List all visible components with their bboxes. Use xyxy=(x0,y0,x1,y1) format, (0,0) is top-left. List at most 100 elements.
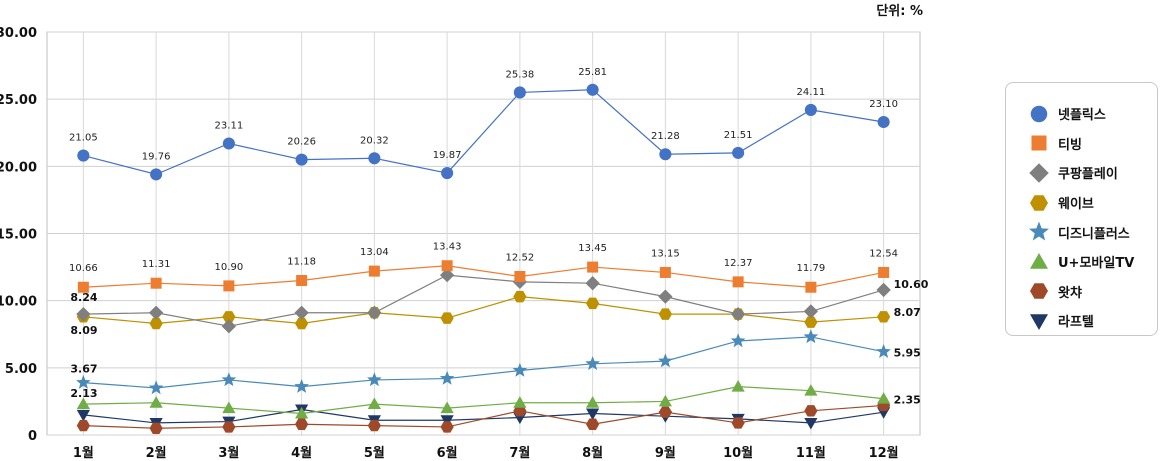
data-point xyxy=(732,276,744,288)
data-point xyxy=(149,422,163,434)
data-point xyxy=(805,281,817,293)
data-point xyxy=(585,276,600,291)
legend-label: 디즈니플러스 xyxy=(1058,226,1130,242)
x-tick-label: 1월 xyxy=(73,445,94,461)
data-point xyxy=(586,408,600,421)
legend-marker-icon xyxy=(1030,194,1048,211)
data-label: 21.51 xyxy=(724,130,753,141)
data-label: 20.26 xyxy=(287,137,316,148)
data-point xyxy=(148,305,164,320)
data-point xyxy=(149,317,163,330)
data-point xyxy=(440,421,454,433)
data-point xyxy=(513,396,527,408)
legend-marker-shape xyxy=(1029,222,1049,241)
y-tick-label: 10.00 xyxy=(0,295,37,310)
legend-item: 티빙 xyxy=(1028,129,1157,159)
data-label: 2.35 xyxy=(894,394,921,407)
legend-marker-shape xyxy=(1031,135,1047,151)
data-label: 13.43 xyxy=(433,242,462,253)
data-point xyxy=(367,397,381,410)
y-tick-label: 15.00 xyxy=(0,228,37,243)
data-point xyxy=(804,103,817,116)
data-label: 11.79 xyxy=(797,263,826,274)
data-point xyxy=(222,421,236,433)
y-tick-label: 30.00 xyxy=(0,26,37,41)
data-label: 25.38 xyxy=(506,69,535,80)
legend-marker-icon xyxy=(1030,283,1048,300)
data-label: 11.18 xyxy=(287,257,316,268)
legend-label: 라프텔 xyxy=(1058,315,1094,331)
legend-item: 웨이브 xyxy=(1028,188,1157,218)
legend-marker-shape xyxy=(1030,314,1048,330)
data-point xyxy=(876,344,891,358)
x-tick-label: 9월 xyxy=(655,445,676,461)
legend-marker-icon xyxy=(1030,105,1048,123)
data-point xyxy=(76,306,91,322)
data-point xyxy=(222,401,236,414)
legend-marker-shape xyxy=(1030,105,1048,123)
series-line xyxy=(83,336,884,389)
data-point xyxy=(658,289,673,304)
data-point xyxy=(296,275,308,287)
data-point xyxy=(222,137,235,150)
data-point xyxy=(586,396,600,408)
data-point xyxy=(658,353,673,368)
data-point xyxy=(585,356,600,371)
series-line xyxy=(83,274,884,327)
legend-marker-icon xyxy=(1030,314,1048,330)
data-label: 25.81 xyxy=(578,67,607,78)
data-label: 12.52 xyxy=(506,252,535,263)
data-point xyxy=(76,374,91,389)
legend-label: 쿠팡플레이 xyxy=(1058,167,1118,183)
data-label: 24.11 xyxy=(797,87,826,98)
data-point xyxy=(295,406,309,419)
data-point xyxy=(513,290,527,303)
data-point xyxy=(876,282,891,298)
data-point xyxy=(877,311,891,323)
data-point xyxy=(77,149,90,162)
data-point xyxy=(440,401,454,414)
chart-legend: 넷플릭스 티빙 쿠팡플레이 웨이브 디즈니플러스 U+모바일TV 왓챠 라프텔 xyxy=(1005,82,1158,336)
data-point xyxy=(586,297,600,310)
data-point xyxy=(294,378,309,393)
data-label: 10.60 xyxy=(894,278,929,291)
legend-label: 티빙 xyxy=(1058,137,1082,153)
data-point xyxy=(294,305,309,320)
data-point xyxy=(804,417,818,430)
data-point xyxy=(150,168,163,181)
data-point xyxy=(149,396,163,408)
data-point xyxy=(731,380,745,392)
data-label: 20.32 xyxy=(360,135,389,146)
x-tick-label: 7월 xyxy=(509,445,530,461)
data-point xyxy=(877,115,890,129)
data-label: 13.04 xyxy=(360,247,389,258)
y-tick-label: 25.00 xyxy=(0,93,37,108)
series-line xyxy=(83,296,884,325)
data-point xyxy=(732,146,745,159)
legend-item: 넷플릭스 xyxy=(1028,99,1157,129)
unit-label: 단위: % xyxy=(876,4,923,19)
data-label: 23.11 xyxy=(215,120,244,131)
legend-label: 웨이브 xyxy=(1058,197,1094,213)
y-tick-label: 5.00 xyxy=(5,362,37,377)
data-point xyxy=(77,281,89,293)
x-tick-label: 2월 xyxy=(146,445,167,461)
data-label: 23.10 xyxy=(869,99,898,110)
data-point xyxy=(76,419,90,432)
data-point xyxy=(368,265,380,277)
x-tick-label: 3월 xyxy=(218,445,239,461)
x-tick-label: 6월 xyxy=(437,445,458,461)
data-point xyxy=(586,83,599,96)
data-label: 8.09 xyxy=(70,324,97,337)
data-point xyxy=(295,418,309,430)
data-label: 19.87 xyxy=(433,150,462,161)
x-tick-label: 8월 xyxy=(582,445,603,461)
data-label: 3.67 xyxy=(70,363,97,376)
series-line xyxy=(83,265,884,288)
data-point xyxy=(439,370,455,385)
data-label: 19.76 xyxy=(142,151,171,162)
data-point xyxy=(222,311,236,323)
data-point xyxy=(730,306,746,322)
data-point xyxy=(803,304,819,319)
